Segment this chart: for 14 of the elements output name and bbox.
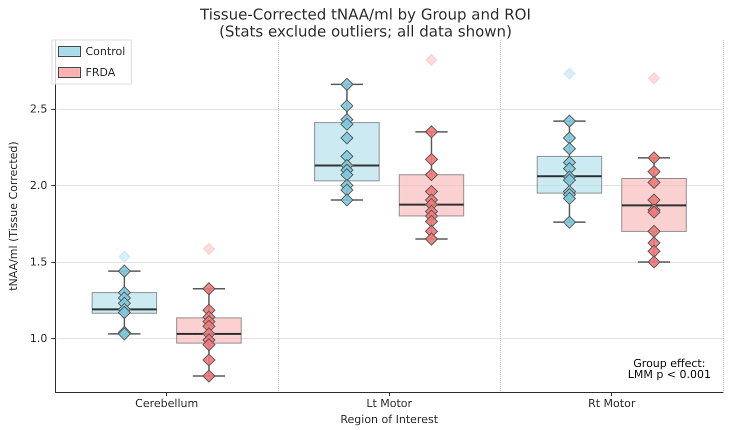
x-tick-label: Rt Motor	[588, 397, 636, 410]
x-tick-label: Cerebellum	[135, 397, 198, 410]
y-axis-title: tNAA/ml (Tissue Corrected)	[7, 141, 20, 291]
chart-title: Tissue-Corrected tNAA/ml by Group and ROI	[199, 6, 531, 24]
y-tick-label: 2.5	[30, 102, 48, 116]
x-tick-label: Lt Motor	[366, 397, 413, 410]
y-tick-label: 1.5	[30, 255, 48, 268]
legend-label: FRDA	[86, 66, 116, 79]
y-tick-label: 1.0	[30, 332, 48, 346]
x-axis-title: Region of Interest	[340, 413, 439, 426]
chart-subtitle: (Stats exclude outliers; all data shown)	[219, 22, 512, 40]
annotation: Group effect: LMM p < 0.001	[628, 357, 712, 381]
y-tick-label: 2.0	[30, 178, 48, 192]
legend-label: Control	[86, 45, 126, 58]
